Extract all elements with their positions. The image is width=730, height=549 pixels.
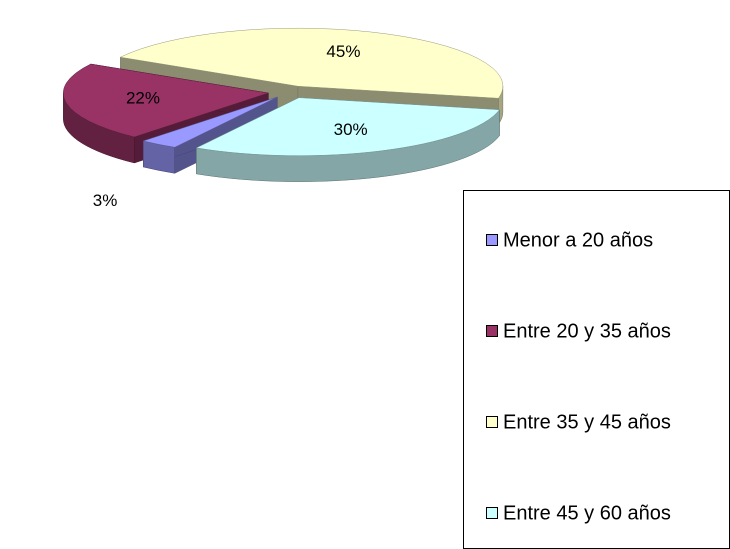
- data-label: 22%: [126, 89, 160, 108]
- legend-label: Entre 45 y 60 años: [503, 502, 671, 524]
- legend-label: Entre 35 y 45 años: [503, 411, 671, 433]
- slice-top: [195, 97, 500, 156]
- legend-swatch: [486, 325, 498, 337]
- legend-label: Menor a 20 años: [503, 229, 653, 251]
- data-label: 30%: [334, 120, 368, 139]
- legend-swatch: [486, 416, 498, 428]
- data-label: 3%: [93, 191, 118, 210]
- slice-top: [63, 63, 269, 138]
- legend-swatch: [486, 234, 498, 246]
- legend-swatch: [486, 507, 498, 519]
- slice: [195, 97, 500, 182]
- slice-top: [142, 96, 278, 148]
- legend-box: [463, 190, 730, 549]
- slice-top: [119, 27, 504, 99]
- data-label: 45%: [326, 42, 360, 61]
- legend-label: Entre 20 y 35 años: [503, 320, 671, 342]
